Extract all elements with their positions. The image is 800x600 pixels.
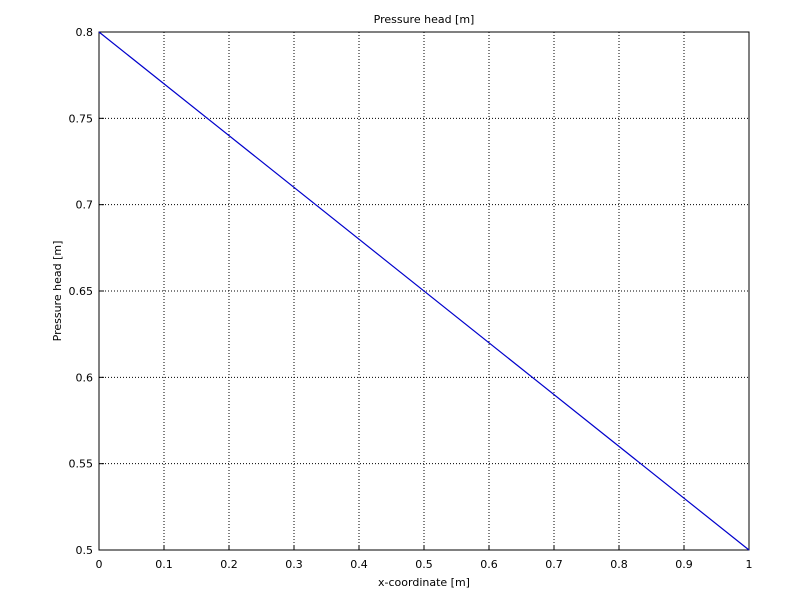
data-line [98,31,750,551]
y-tick-label: 0.7 [76,199,94,212]
x-tick-label: 0.9 [675,558,693,571]
x-tick-label: 0.7 [545,558,563,571]
x-tick-label: 1 [746,558,753,571]
y-tick-label: 0.65 [69,285,94,298]
x-tick-label: 0.4 [350,558,368,571]
chart-title: Pressure head [m] [374,13,475,26]
x-axis-label: x-coordinate [m] [378,576,470,589]
plot-frame [98,31,750,551]
y-tick-label: 0.5 [76,544,94,557]
y-tick-label: 0.55 [69,458,94,471]
y-tick-label: 0.8 [76,26,94,39]
y-tick-label: 0.6 [76,371,94,384]
x-tick-label: 0 [96,558,103,571]
y-axis-label: Pressure head [m] [51,241,64,342]
x-tick-label: 0.1 [155,558,173,571]
x-tick-label: 0.8 [610,558,628,571]
x-tick-label: 0.6 [480,558,498,571]
x-tick-label: 0.2 [220,558,238,571]
y-tick-label: 0.75 [69,112,94,125]
x-tick-label: 0.3 [285,558,303,571]
x-tick-label: 0.5 [415,558,433,571]
